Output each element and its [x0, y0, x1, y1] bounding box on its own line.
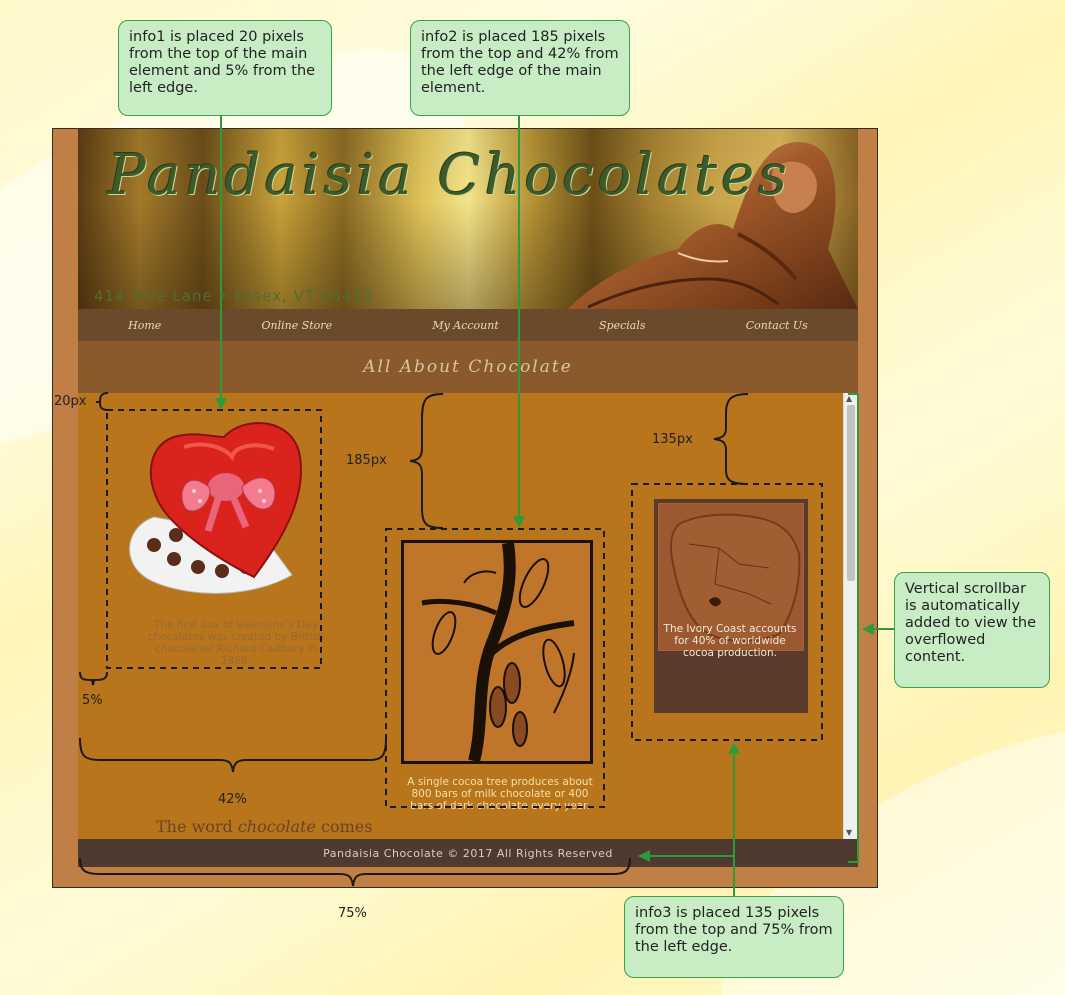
- cocoa-tree-frame: [401, 540, 593, 764]
- info3-box: The Ivory Coast accounts for 40% of worl…: [636, 485, 826, 741]
- section-title: All About Chocolate: [363, 357, 573, 377]
- nav-contact-us[interactable]: Contact Us: [745, 318, 808, 332]
- vertical-scrollbar[interactable]: ▲ ▼: [843, 393, 858, 839]
- info1-caption: The first box of Valentine's Day chocola…: [147, 619, 325, 667]
- heart-chocolate-box-image: [129, 422, 302, 594]
- footer-text: Pandaisia Chocolate © 2017 All Rights Re…: [323, 846, 613, 860]
- main-body-text: The word chocolate comes: [156, 817, 372, 836]
- info1-box: The first box of Valentine's Day chocola…: [108, 411, 324, 669]
- site-address: 414 Tree Lane • Essex, VT 05452: [94, 287, 374, 305]
- site-title: Pandaisia Chocolates: [108, 143, 791, 208]
- info1-top-label: 20px: [54, 394, 87, 409]
- info2-left-label: 42%: [218, 792, 247, 807]
- nav-home[interactable]: Home: [128, 318, 162, 332]
- main-nav: Home Online Store My Account Specials Co…: [78, 309, 858, 341]
- info3-left-label: 75%: [338, 906, 367, 921]
- scrollbar-callout: Vertical scrollbar is automatically adde…: [894, 572, 1050, 688]
- nav-online-store[interactable]: Online Store: [261, 318, 333, 332]
- browser-window: Pandaisia Chocolates 414 Tree Lane • Ess…: [52, 128, 878, 888]
- main-text-part: comes: [315, 817, 373, 836]
- africa-map-panel: The Ivory Coast accounts for 40% of worl…: [654, 499, 808, 713]
- section-header: All About Chocolate: [78, 341, 858, 393]
- info1-left-label: 5%: [82, 693, 103, 708]
- info1-callout: info1 is placed 20 pixels from the top o…: [118, 20, 332, 116]
- site-footer: Pandaisia Chocolate © 2017 All Rights Re…: [78, 839, 858, 867]
- nav-specials[interactable]: Specials: [599, 318, 646, 332]
- scroll-thumb[interactable]: [847, 405, 855, 581]
- main-element: The first box of Valentine's Day chocola…: [78, 393, 843, 839]
- info2-box: A single cocoa tree produces about 800 b…: [389, 530, 609, 812]
- info2-callout: info2 is placed 185 pixels from the top …: [410, 20, 630, 116]
- info2-top-label: 185px: [346, 453, 387, 468]
- cocoa-tree-image: [421, 542, 575, 763]
- scroll-up-arrow[interactable]: ▲: [846, 394, 853, 403]
- info3-callout: info3 is placed 135 pixels from the top …: [624, 896, 844, 978]
- main-text-emphasis: chocolate: [237, 817, 316, 836]
- site-banner: Pandaisia Chocolates 414 Tree Lane • Ess…: [78, 129, 858, 309]
- nav-my-account[interactable]: My Account: [432, 318, 499, 332]
- info3-caption: The Ivory Coast accounts for 40% of worl…: [663, 623, 797, 659]
- main-text-part: The word: [156, 817, 238, 836]
- info3-top-label: 135px: [652, 432, 693, 447]
- scroll-down-arrow[interactable]: ▼: [846, 828, 853, 837]
- statue-image: [568, 141, 858, 309]
- info2-caption: A single cocoa tree produces about 800 b…: [407, 776, 593, 812]
- web-page: Pandaisia Chocolates 414 Tree Lane • Ess…: [78, 129, 858, 867]
